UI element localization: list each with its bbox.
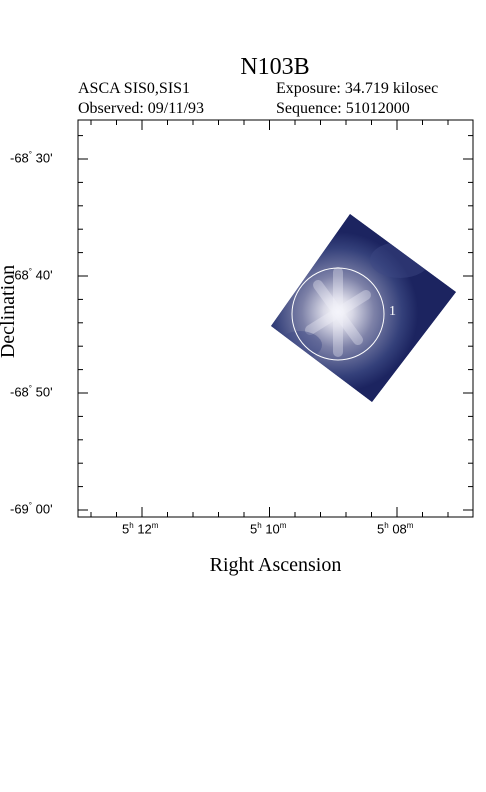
- exposure-label: Exposure: 34.719 kilosec: [276, 80, 439, 97]
- axis-ticks: [78, 120, 473, 517]
- x-axis-label: Right Ascension: [209, 554, 342, 576]
- xray-image: [271, 214, 456, 402]
- y-tick-label-1: -68° 30': [10, 150, 53, 166]
- y-tick-label-3: -68° 50': [10, 384, 53, 400]
- psf-spikes: [305, 267, 371, 357]
- observed-date: Observed: 09/11/93: [78, 100, 205, 117]
- sequence-label: Sequence: 51012000: [276, 100, 410, 117]
- y-tick-label-2: -68° 40': [10, 267, 53, 283]
- x-tick-label-3: 5h 08m: [377, 521, 414, 537]
- region-label: 1: [389, 304, 396, 319]
- plot-frame: [77, 119, 474, 518]
- plot-title: N103B: [240, 54, 310, 80]
- x-tick-label-2: 5h 10m: [250, 521, 287, 537]
- instrument-label: ASCA SIS0,SIS1: [78, 80, 191, 97]
- region-circle: [291, 267, 385, 361]
- y-axis-label: Declination: [0, 264, 20, 359]
- y-tick-label-4: -69° 00': [10, 501, 53, 517]
- x-tick-label-1: 5h 12m: [122, 521, 159, 537]
